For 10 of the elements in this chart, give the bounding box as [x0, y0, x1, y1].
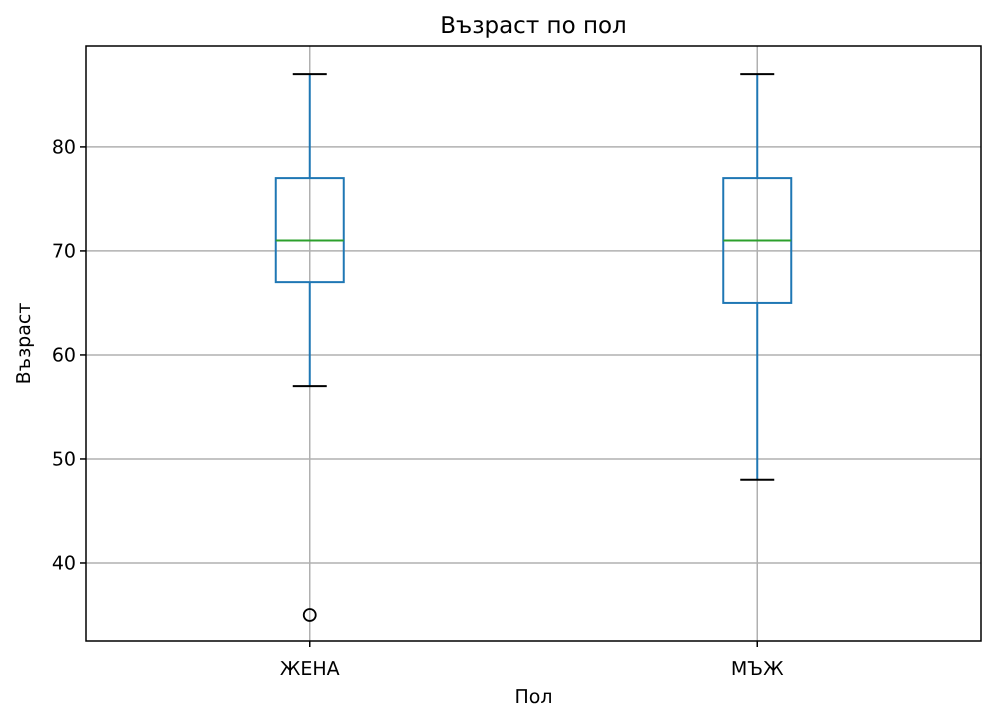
x-tick-label: МЪЖ	[730, 658, 784, 680]
chart-title: Възраст по пол	[440, 13, 627, 39]
y-tick-label: 40	[52, 552, 76, 575]
y-tick-label: 50	[52, 448, 76, 471]
y-axis-title: Възраст	[13, 302, 35, 384]
y-tick-label: 70	[52, 240, 76, 263]
y-tick-label: 60	[52, 344, 76, 367]
y-tick-label: 80	[52, 136, 76, 159]
x-tick-label: ЖЕНА	[280, 658, 340, 680]
x-axis-title: Пол	[514, 686, 553, 708]
